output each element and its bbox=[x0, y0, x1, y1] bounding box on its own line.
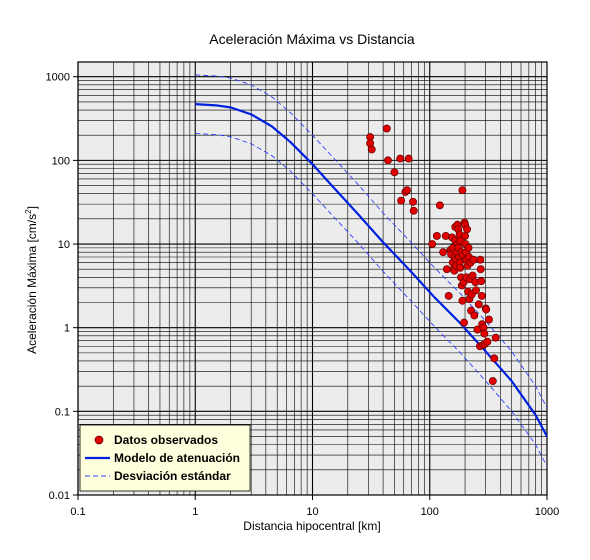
x-tick-label: 10 bbox=[306, 506, 318, 518]
y-axis-label: Aceleración Máxima [cm/s2] bbox=[24, 206, 39, 354]
observed-data-point bbox=[397, 196, 406, 205]
observed-data-point bbox=[480, 329, 489, 338]
observed-data-point bbox=[396, 154, 405, 163]
observed-data-point bbox=[403, 186, 411, 195]
series-group bbox=[195, 74, 547, 467]
observed-data-point bbox=[470, 311, 479, 320]
std-deviation-line bbox=[195, 132, 547, 467]
y-tick-label: 10 bbox=[58, 239, 70, 251]
observed-data-point bbox=[461, 231, 469, 240]
x-tick-label: 1 bbox=[192, 506, 198, 518]
observed-data-point bbox=[409, 206, 418, 215]
observed-data-point bbox=[476, 255, 485, 264]
observed-data-point bbox=[460, 318, 468, 327]
observed-data-point bbox=[476, 265, 485, 274]
observed-data-point bbox=[432, 231, 441, 240]
observed-data-point bbox=[442, 265, 451, 274]
observed-data-point bbox=[409, 197, 417, 206]
std-deviation-line bbox=[195, 74, 547, 409]
y-axis-label-main: Aceleración Máxima [cm/s bbox=[25, 214, 39, 354]
observed-data-point bbox=[490, 354, 499, 363]
legend-label: Modelo de atenuación bbox=[114, 451, 240, 465]
x-tick-label: 100 bbox=[421, 506, 439, 518]
observed-data-point bbox=[482, 305, 491, 314]
y-tick-label: 0.01 bbox=[49, 490, 70, 502]
legend-label: Desviación estándar bbox=[114, 469, 231, 483]
x-tick-label: 1000 bbox=[535, 506, 559, 518]
observed-data-point bbox=[458, 186, 467, 195]
observed-data-point bbox=[435, 201, 444, 210]
y-tick-label: 100 bbox=[52, 155, 70, 167]
observed-data-point bbox=[464, 243, 473, 252]
observed-data-point bbox=[472, 286, 480, 295]
y-axis-label-end: ] bbox=[25, 206, 39, 209]
observed-data-point bbox=[367, 145, 376, 154]
observed-data-point bbox=[456, 263, 465, 272]
observed-data-point bbox=[458, 296, 467, 305]
legend: Datos observados Modelo de atenuación Desv… bbox=[79, 424, 251, 492]
observed-data-point bbox=[483, 337, 492, 346]
observed-data-point bbox=[474, 300, 483, 309]
observed-data-point bbox=[477, 291, 486, 300]
observed-data-point bbox=[463, 225, 471, 234]
observed-data-point bbox=[468, 271, 477, 280]
observed-data-point bbox=[469, 255, 478, 264]
legend-label: Datos observados bbox=[114, 433, 218, 447]
observed-data-point bbox=[390, 168, 399, 177]
chart-title: Aceleración Máxima vs Distancia bbox=[209, 31, 415, 47]
observed-data-point bbox=[485, 315, 493, 324]
observed-data-point bbox=[491, 333, 500, 342]
x-axis-label: Distancia hipocentral [km] bbox=[243, 519, 380, 533]
observed-data-point bbox=[439, 248, 448, 257]
y-tick-label: 0.1 bbox=[55, 406, 70, 418]
y-axis-label-superscript: 2 bbox=[24, 209, 33, 214]
observed-data-point bbox=[477, 277, 486, 286]
y-tick-label: 1000 bbox=[46, 72, 70, 84]
observed-data-point bbox=[488, 377, 497, 386]
y-tick-label: 1 bbox=[64, 323, 70, 335]
observed-data-point bbox=[428, 240, 437, 248]
legend-marker-circle bbox=[94, 435, 104, 445]
observed-data-point bbox=[383, 156, 392, 165]
observed-data-point bbox=[404, 154, 413, 163]
observed-data-point bbox=[444, 291, 453, 300]
x-tick-label: 0.1 bbox=[70, 506, 85, 518]
observed-data-point bbox=[382, 124, 391, 133]
